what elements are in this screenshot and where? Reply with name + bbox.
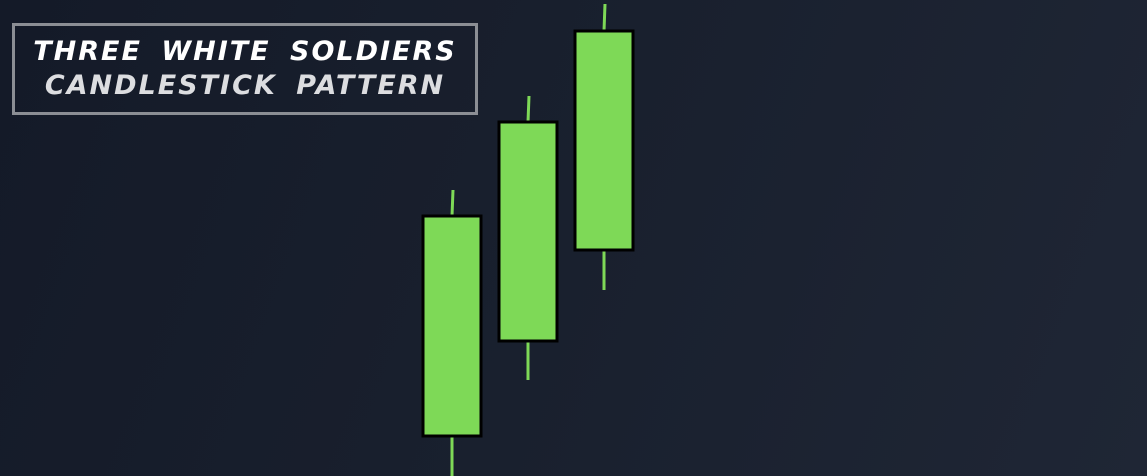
candle-1-body [421, 214, 483, 438]
candle-3-body [573, 29, 635, 252]
candle-2-body [497, 120, 559, 343]
candle-2-upper-wick [526, 95, 531, 123]
title-line-1: THREE WHITE SOLDIERS [33, 36, 457, 67]
title-line-2: CANDLESTICK PATTERN [44, 70, 446, 101]
title-box: THREE WHITE SOLDIERS CANDLESTICK PATTERN [12, 23, 478, 115]
candle-1-upper-wick [450, 189, 455, 217]
candle-3-upper-wick [602, 3, 607, 32]
